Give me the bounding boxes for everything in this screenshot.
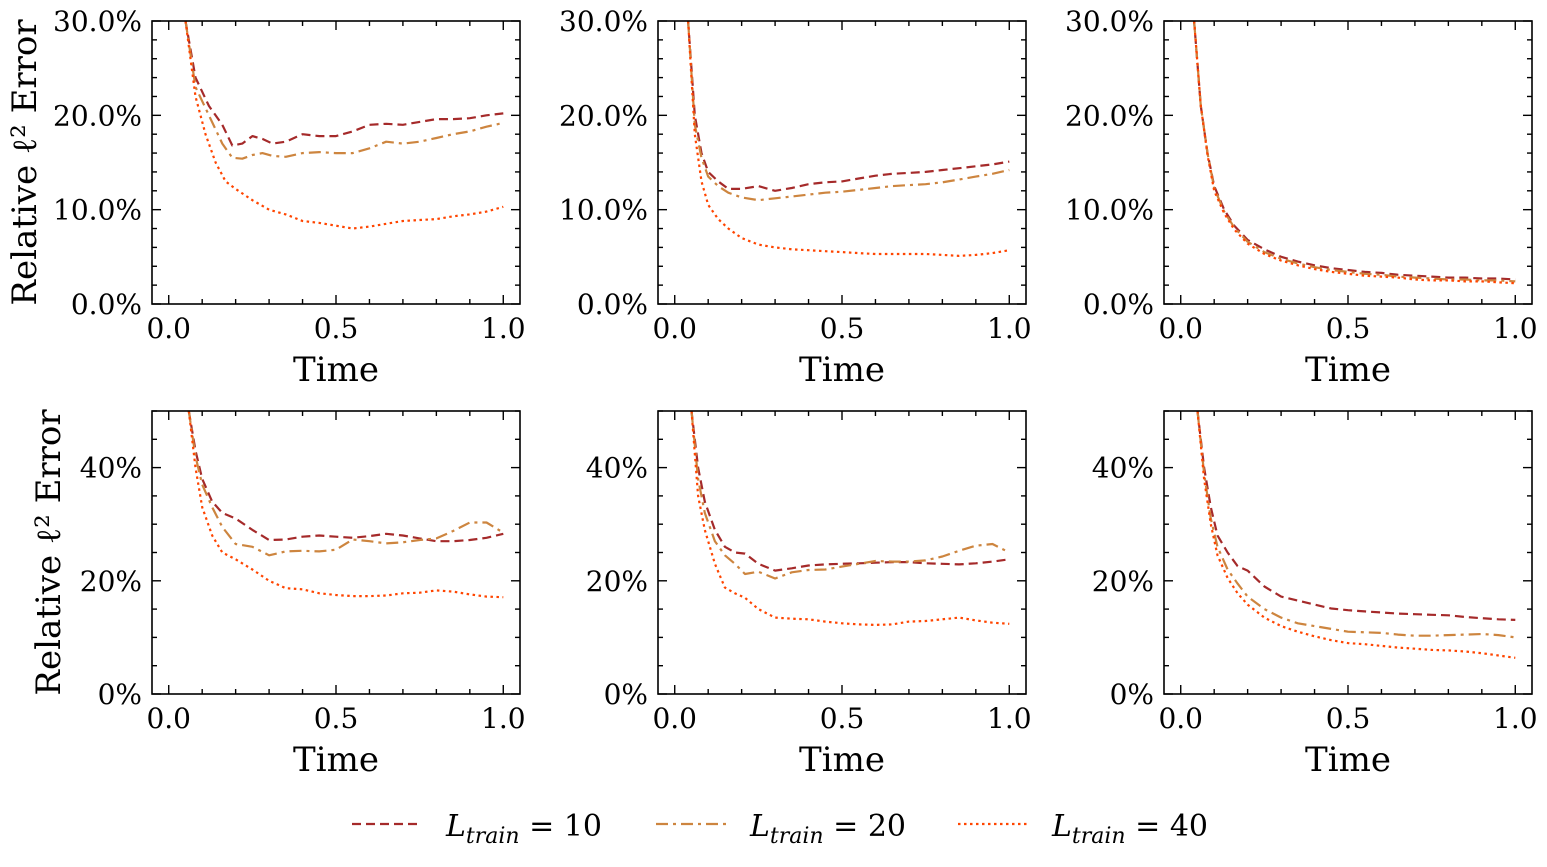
x-axis-label: Time [799, 740, 885, 780]
x-tick-label: 1.0 [987, 702, 1032, 735]
y-tick-label: 10.0% [1065, 194, 1154, 227]
series-line-dotted [187, 411, 504, 599]
legend: Ltrain = 10 Ltrain = 20 Ltrain = 40 [352, 809, 1208, 849]
y-axis-label: Relative ℓ² Error [5, 19, 45, 306]
legend-item-1: Ltrain = 10 [352, 809, 602, 849]
x-tick-label: 0.0 [652, 702, 697, 735]
subplot-4: 0.0 0.5 1.0 0% 20% 40% Time Relative ℓ² Error [29, 409, 526, 780]
y-tick-label: 30.0% [53, 5, 142, 38]
legend-item-2: Ltrain = 20 [656, 809, 906, 849]
y-tick-label: 0% [1110, 678, 1154, 711]
x-tick-label: 0.0 [1158, 702, 1203, 735]
plot-frame [657, 410, 1027, 695]
subplot-5: 0.0 0.5 1.0 0% 20% 40% Time [586, 410, 1032, 780]
subplot-6: 0.0 0.5 1.0 0% 20% 40% Time [1092, 410, 1538, 780]
plot-frame [151, 410, 521, 695]
x-tick-label: 0.0 [1158, 312, 1203, 345]
series-line-dotted [687, 21, 1010, 257]
y-tick-label: 0.0% [71, 288, 142, 321]
x-tick-label: 1.0 [481, 702, 526, 735]
series-line-dashdot [690, 411, 1010, 580]
y-tick-label: 30.0% [559, 5, 648, 38]
subplot-1: 0.0 0.5 1.0 0.0% 10.0% 20.0% 30.0% Time Relative… [5, 5, 526, 390]
x-tick-label: 1.0 [1493, 702, 1538, 735]
series-line-dashed [690, 411, 1010, 572]
series-line-dashdot [687, 21, 1010, 202]
x-tick-label: 0.0 [146, 702, 191, 735]
legend-label: Ltrain = 10 [445, 809, 602, 849]
x-tick-label: 1.0 [1493, 312, 1538, 345]
subplot-2: 0.0 0.5 1.0 0.0% 10.0% 20.0% 30.0% Time [559, 5, 1031, 390]
y-tick-label: 20.0% [1065, 99, 1154, 132]
x-tick-label: 0.5 [314, 702, 359, 735]
plot-frame [657, 20, 1027, 305]
x-tick-label: 0.5 [1326, 702, 1371, 735]
y-tick-label: 0% [98, 678, 142, 711]
x-tick-label: 1.0 [481, 312, 526, 345]
y-tick-label: 0.0% [577, 288, 648, 321]
y-tick-label: 20% [1092, 565, 1154, 598]
x-tick-label: 0.0 [652, 312, 697, 345]
x-tick-label: 1.0 [987, 312, 1032, 345]
legend-label: Ltrain = 40 [1051, 809, 1208, 849]
y-tick-label: 0.0% [1083, 288, 1154, 321]
y-tick-label: 0% [604, 678, 648, 711]
y-tick-label: 40% [586, 452, 648, 485]
y-tick-label: 10.0% [559, 194, 648, 227]
x-tick-label: 0.5 [314, 312, 359, 345]
y-axis-label: Relative ℓ² Error [29, 409, 69, 696]
subplot-grid: 0.0 0.5 1.0 0.0% 10.0% 20.0% 30.0% Time Relative… [5, 5, 1538, 780]
x-axis-label: Time [293, 350, 379, 390]
x-tick-label: 0.0 [146, 312, 191, 345]
y-tick-label: 30.0% [1065, 5, 1154, 38]
x-tick-label: 0.5 [1326, 312, 1371, 345]
series-line-dotted [1193, 21, 1516, 285]
x-axis-label: Time [1305, 740, 1391, 780]
y-tick-label: 40% [1092, 452, 1154, 485]
legend-item-3: Ltrain = 40 [958, 809, 1208, 849]
series-line-dashed [1196, 411, 1516, 621]
x-axis-label: Time [1305, 350, 1391, 390]
x-tick-label: 0.5 [820, 312, 865, 345]
y-tick-label: 40% [80, 452, 142, 485]
series-line-dashdot [184, 21, 504, 160]
x-tick-label: 0.5 [820, 702, 865, 735]
y-tick-label: 20% [586, 565, 648, 598]
plot-frame [1163, 20, 1533, 305]
series-line-dashdot [1193, 21, 1516, 283]
x-axis-label: Time [799, 350, 885, 390]
y-tick-label: 10.0% [53, 194, 142, 227]
series-line-dashdot [1196, 411, 1516, 639]
series-line-dashed [184, 21, 504, 147]
x-axis-label: Time [293, 740, 379, 780]
y-tick-label: 20% [80, 565, 142, 598]
series-line-dashdot [187, 411, 504, 557]
y-tick-label: 20.0% [53, 99, 142, 132]
series-line-dotted [690, 411, 1010, 626]
subplot-3: 0.0 0.5 1.0 0.0% 10.0% 20.0% 30.0% Time [1065, 5, 1537, 390]
series-line-dashed [1193, 21, 1516, 281]
y-tick-label: 20.0% [559, 99, 648, 132]
legend-label: Ltrain = 20 [749, 809, 906, 849]
series-line-dotted [1196, 411, 1516, 659]
series-line-dashed [687, 21, 1010, 192]
series-line-dashed [187, 411, 504, 543]
series-line-dotted [184, 21, 504, 230]
plot-frame [151, 20, 521, 305]
